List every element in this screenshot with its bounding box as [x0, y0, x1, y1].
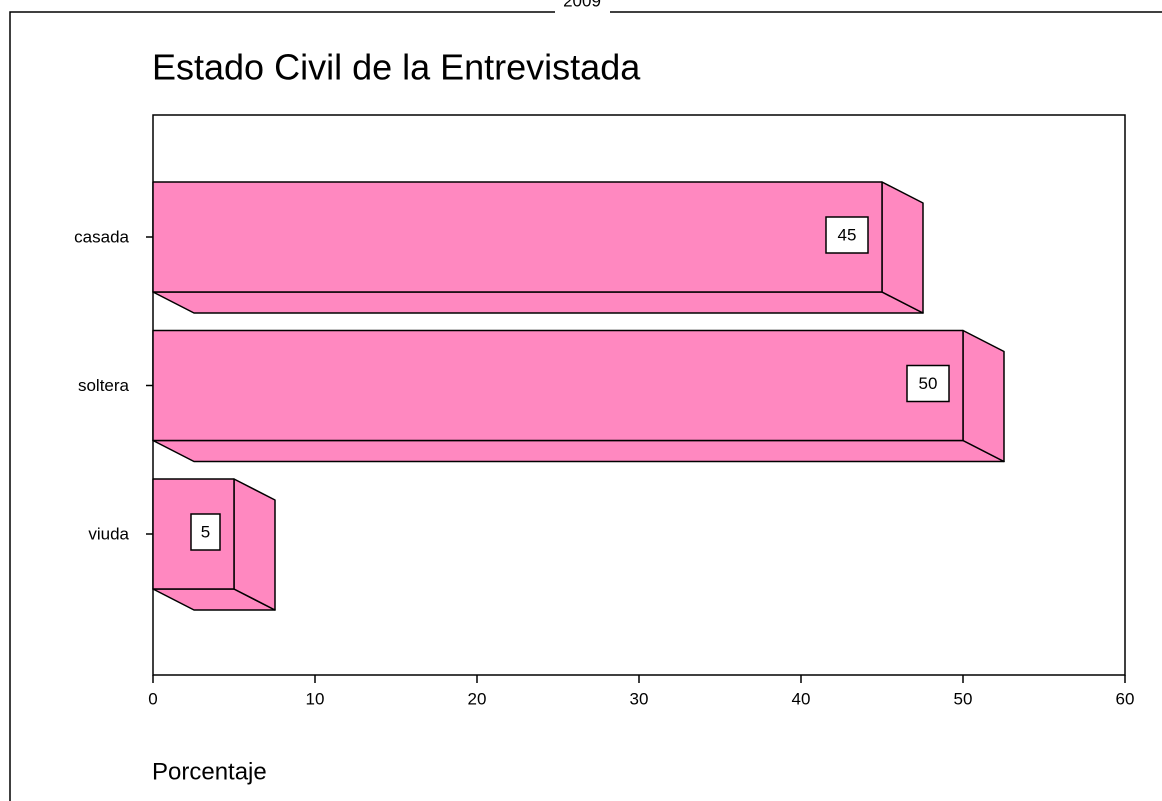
value-label-box	[825, 216, 869, 254]
frame	[9, 11, 1162, 801]
bar-side-face	[881, 181, 924, 314]
chart-subtitle: 2009	[563, 0, 601, 10]
bar-bottom-face	[152, 291, 924, 314]
bar-side-face	[962, 329, 1005, 463]
value-label: 45	[838, 225, 857, 244]
value-label: 5	[201, 522, 210, 541]
y-tick-label: casada	[74, 227, 129, 246]
x-tick-label: 20	[468, 689, 487, 708]
x-tick-label: 10	[306, 689, 325, 708]
bar	[152, 329, 964, 442]
chart-title: Estado Civil de la Entrevistada	[152, 47, 641, 88]
value-label-box	[190, 513, 221, 551]
x-tick-label: 60	[1116, 689, 1135, 708]
value-label: 50	[919, 374, 938, 393]
x-tick-label: 30	[630, 689, 649, 708]
x-tick-label: 0	[148, 689, 157, 708]
x-axis-title: Porcentaje	[152, 758, 267, 785]
bar	[152, 181, 883, 293]
x-tick-label: 40	[792, 689, 811, 708]
x-tick-label: 50	[954, 689, 973, 708]
y-tick-label: viuda	[88, 524, 129, 543]
bar-bottom-face	[152, 439, 1005, 463]
y-tick-label: soltera	[78, 376, 130, 395]
value-label-box	[906, 364, 950, 403]
bar-side-face	[233, 478, 276, 611]
